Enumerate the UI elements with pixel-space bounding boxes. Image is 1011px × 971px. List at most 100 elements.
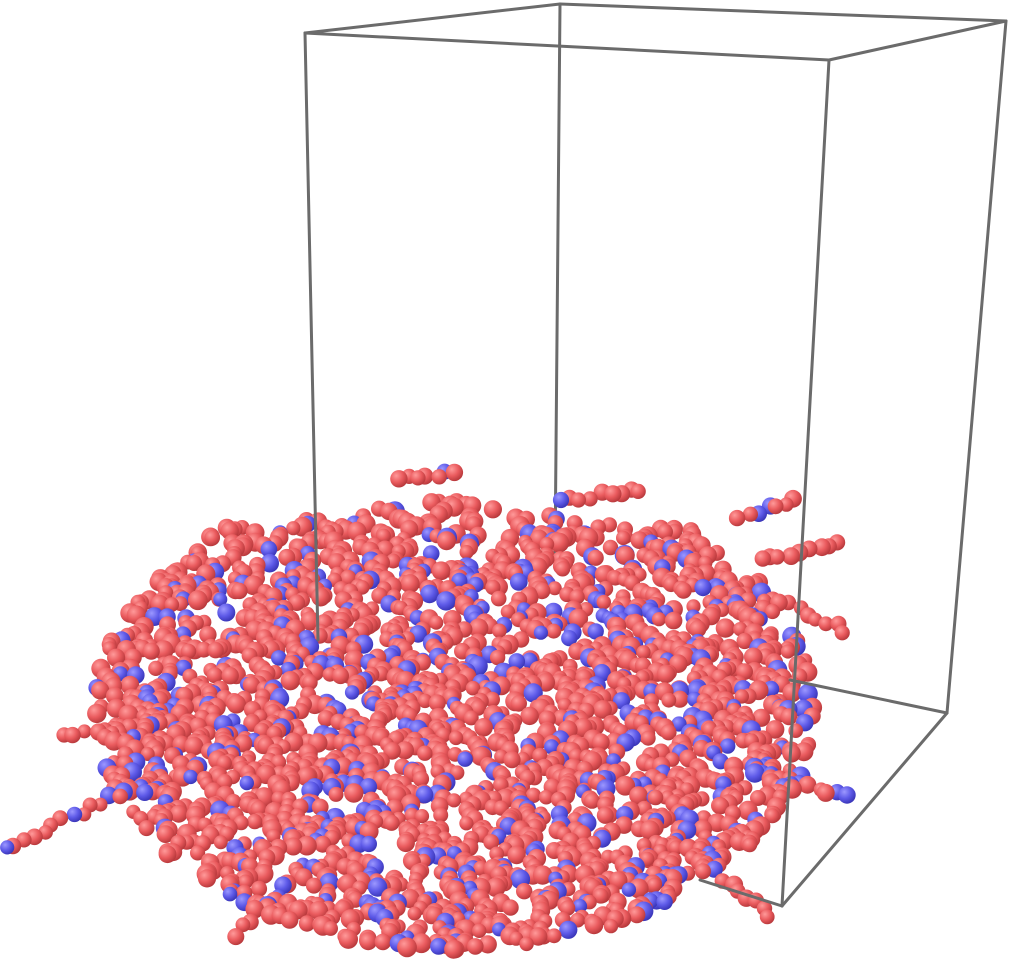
bead-type-a bbox=[729, 510, 745, 526]
bead-type-a bbox=[571, 492, 586, 507]
bead-type-a bbox=[502, 899, 518, 915]
bead-type-b bbox=[436, 591, 455, 610]
bead-type-a bbox=[597, 807, 614, 824]
bead-type-b bbox=[345, 685, 359, 699]
bead-type-a bbox=[675, 582, 692, 599]
bead-type-a bbox=[782, 547, 800, 565]
bead-type-b bbox=[430, 938, 447, 955]
bead-type-a bbox=[503, 751, 520, 768]
bead-type-a bbox=[547, 928, 562, 943]
bead-type-b bbox=[656, 894, 672, 910]
bead-type-a bbox=[768, 498, 784, 514]
bead-type-a bbox=[64, 727, 80, 743]
bead-type-a bbox=[835, 625, 850, 640]
bead-type-a bbox=[432, 469, 447, 484]
bead-type-b bbox=[622, 883, 636, 897]
bead-type-a bbox=[87, 704, 106, 723]
bead-type-b bbox=[136, 784, 153, 801]
bead-type-a bbox=[616, 531, 630, 545]
bead-type-a bbox=[597, 595, 611, 609]
bead-type-b bbox=[694, 579, 711, 596]
bead-type-a bbox=[695, 863, 711, 879]
bead-type-a bbox=[484, 500, 502, 518]
bead-type-a bbox=[413, 771, 429, 787]
bead-type-a bbox=[555, 561, 570, 576]
bead-type-b bbox=[534, 626, 548, 640]
bead-type-a bbox=[755, 550, 771, 566]
bead-type-a bbox=[344, 783, 363, 802]
bead-type-a bbox=[647, 878, 662, 893]
bead-type-a bbox=[207, 642, 223, 658]
bead-type-a bbox=[329, 787, 344, 802]
bead-type-a bbox=[520, 707, 538, 725]
bead-type-a bbox=[519, 937, 533, 951]
bead-type-a bbox=[227, 695, 246, 714]
bead-type-a bbox=[231, 583, 247, 599]
bead-type-a bbox=[817, 784, 835, 802]
bead-type-a bbox=[410, 470, 425, 485]
bead-type-b bbox=[0, 840, 14, 854]
bead-type-a bbox=[432, 561, 451, 580]
bead-type-a bbox=[449, 731, 463, 745]
bead-type-a bbox=[648, 790, 664, 806]
bead-type-b bbox=[457, 752, 472, 767]
bead-type-a bbox=[446, 464, 463, 481]
box-edge bbox=[829, 21, 1006, 60]
bead-type-b bbox=[559, 921, 577, 939]
bead-type-b bbox=[240, 776, 254, 790]
bead-type-a bbox=[437, 531, 456, 550]
bead-type-a bbox=[474, 718, 493, 737]
bead-type-a bbox=[742, 838, 757, 853]
bead-type-a bbox=[641, 731, 656, 746]
bead-type-a bbox=[281, 671, 300, 690]
box-edge bbox=[305, 33, 829, 60]
bead-type-a bbox=[661, 693, 676, 708]
box-edge bbox=[560, 4, 1006, 21]
bead-type-a bbox=[204, 530, 220, 546]
bead-type-a bbox=[281, 911, 299, 929]
bead-type-a bbox=[417, 746, 432, 761]
bead-type-a bbox=[332, 667, 349, 684]
bead-type-a bbox=[159, 845, 177, 863]
bead-type-a bbox=[390, 470, 407, 487]
bead-type-a bbox=[251, 881, 267, 897]
bead-type-a bbox=[459, 816, 473, 830]
bead-type-a bbox=[375, 934, 392, 951]
bead-type-b bbox=[183, 770, 197, 784]
bead-type-a bbox=[306, 878, 322, 894]
bead-type-a bbox=[384, 815, 400, 831]
bead-type-a bbox=[447, 793, 461, 807]
box-edge bbox=[555, 4, 560, 560]
box-edge bbox=[305, 4, 560, 33]
bead-type-a bbox=[657, 665, 675, 683]
bead-type-a bbox=[604, 485, 621, 502]
bead-type-a bbox=[184, 737, 203, 756]
bead-type-a bbox=[491, 591, 507, 607]
bead-type-a bbox=[143, 643, 160, 660]
bead-type-a bbox=[467, 938, 484, 955]
bead-type-b bbox=[217, 604, 235, 622]
bead-type-a bbox=[516, 883, 532, 899]
bead-type-a bbox=[112, 789, 128, 805]
bead-type-a bbox=[769, 549, 785, 565]
bead-type-a bbox=[665, 612, 683, 630]
bead-type-a bbox=[139, 820, 155, 836]
box-edge bbox=[947, 21, 1006, 713]
bead-type-a bbox=[546, 624, 561, 639]
bead-type-b bbox=[361, 836, 377, 852]
bead-type-a bbox=[433, 808, 448, 823]
bead-type-a bbox=[444, 940, 463, 959]
bead-type-b bbox=[553, 492, 569, 508]
bead-type-a bbox=[247, 814, 262, 829]
bead-type-a bbox=[781, 644, 795, 658]
bead-type-a bbox=[286, 521, 300, 535]
bead-type-a bbox=[636, 645, 650, 659]
bead-type-a bbox=[760, 910, 775, 925]
bead-type-a bbox=[652, 612, 666, 626]
bead-type-a bbox=[148, 661, 163, 676]
bead-type-a bbox=[214, 835, 228, 849]
bead-type-a bbox=[781, 708, 798, 725]
bead-type-a bbox=[359, 933, 377, 951]
bead-type-a bbox=[716, 618, 735, 637]
